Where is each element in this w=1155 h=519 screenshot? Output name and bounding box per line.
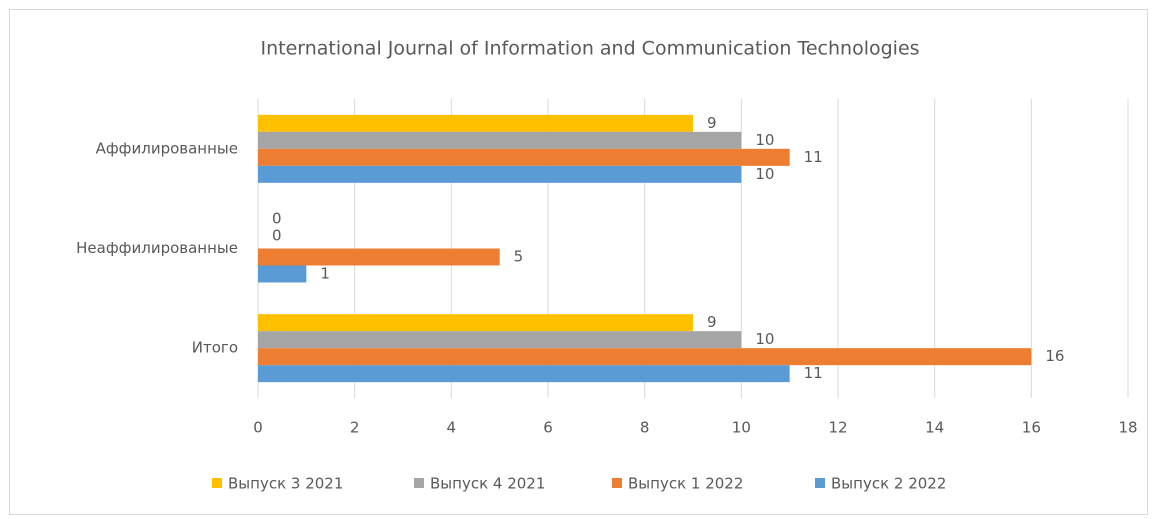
legend-swatch (414, 478, 424, 488)
data-label: 9 (707, 313, 717, 331)
bar (258, 348, 1032, 366)
bar (258, 265, 307, 283)
x-tick-label: 8 (640, 419, 650, 437)
legend-swatch (212, 478, 222, 488)
x-tick-label: 10 (732, 419, 751, 437)
legend-label: Выпуск 4 2021 (430, 475, 545, 493)
x-tick-label: 14 (925, 419, 944, 437)
data-label: 11 (804, 364, 823, 382)
data-label: 10 (755, 131, 774, 149)
bar (258, 165, 742, 183)
chart-title: International Journal of Information and… (260, 38, 919, 60)
bar (258, 331, 742, 349)
x-tick-label: 2 (350, 419, 360, 437)
legend-label: Выпуск 3 2021 (228, 475, 343, 493)
data-label: 10 (755, 330, 774, 348)
bar (258, 365, 790, 383)
legend-swatch (815, 478, 825, 488)
x-tick-label: 18 (1118, 419, 1137, 437)
data-label: 16 (1045, 347, 1064, 365)
x-tick-label: 0 (253, 419, 263, 437)
x-tick-label: 12 (828, 419, 847, 437)
y-tick-label: Аффилированные (96, 139, 238, 157)
data-label: 1 (320, 265, 330, 283)
bar (258, 131, 742, 149)
bar (258, 148, 790, 166)
chart-frame (9, 9, 1148, 515)
bar (258, 114, 693, 132)
x-tick-label: 16 (1022, 419, 1041, 437)
y-tick-label: Итого (192, 339, 238, 357)
data-label: 0 (272, 227, 282, 245)
bar (258, 314, 693, 332)
data-label: 9 (707, 114, 717, 132)
legend-label: Выпуск 1 2022 (628, 475, 743, 493)
legend-label: Выпуск 2 2022 (831, 475, 946, 493)
data-label: 0 (272, 210, 282, 228)
data-label: 11 (804, 148, 823, 166)
bar (258, 248, 500, 266)
x-tick-label: 4 (447, 419, 457, 437)
legend-swatch (612, 478, 622, 488)
data-label: 10 (755, 165, 774, 183)
y-tick-label: Неаффилированные (76, 239, 238, 257)
x-tick-label: 6 (543, 419, 553, 437)
data-label: 5 (514, 248, 524, 266)
